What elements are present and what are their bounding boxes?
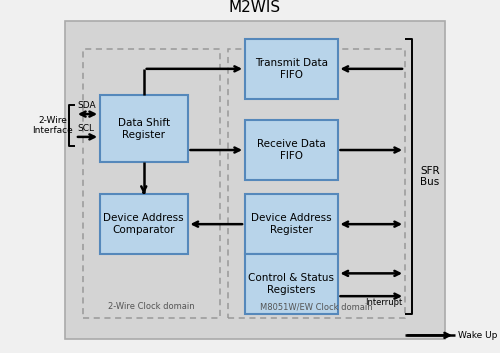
Text: M2WIS: M2WIS [229, 0, 281, 14]
Bar [245, 194, 338, 254]
Text: 2-Wire
Interface: 2-Wire Interface [32, 116, 73, 135]
Text: Transmit Data
FIFO: Transmit Data FIFO [255, 58, 328, 80]
Bar [100, 194, 188, 254]
Bar [245, 254, 338, 314]
Bar [100, 95, 188, 162]
Text: Device Address
Comparator: Device Address Comparator [104, 213, 184, 235]
Bar [245, 120, 338, 180]
Text: SCL: SCL [78, 124, 94, 133]
Text: Receive Data
FIFO: Receive Data FIFO [257, 139, 326, 161]
Text: SDA: SDA [78, 101, 96, 110]
Bar [82, 49, 220, 318]
Text: Interrupt: Interrupt [365, 298, 403, 307]
Text: Data Shift
Register: Data Shift Register [118, 118, 170, 140]
Text: M8051W/EW Clock domain: M8051W/EW Clock domain [260, 303, 372, 311]
Text: Wake Up: Wake Up [458, 331, 497, 340]
Text: Device Address
Register: Device Address Register [251, 213, 332, 235]
Text: 2-Wire Clock domain: 2-Wire Clock domain [108, 303, 194, 311]
Text: Control & Status
Registers: Control & Status Registers [248, 273, 334, 295]
Bar [65, 21, 445, 339]
Text: SFR
Bus: SFR Bus [420, 166, 440, 187]
Bar [228, 49, 405, 318]
Bar [245, 39, 338, 99]
